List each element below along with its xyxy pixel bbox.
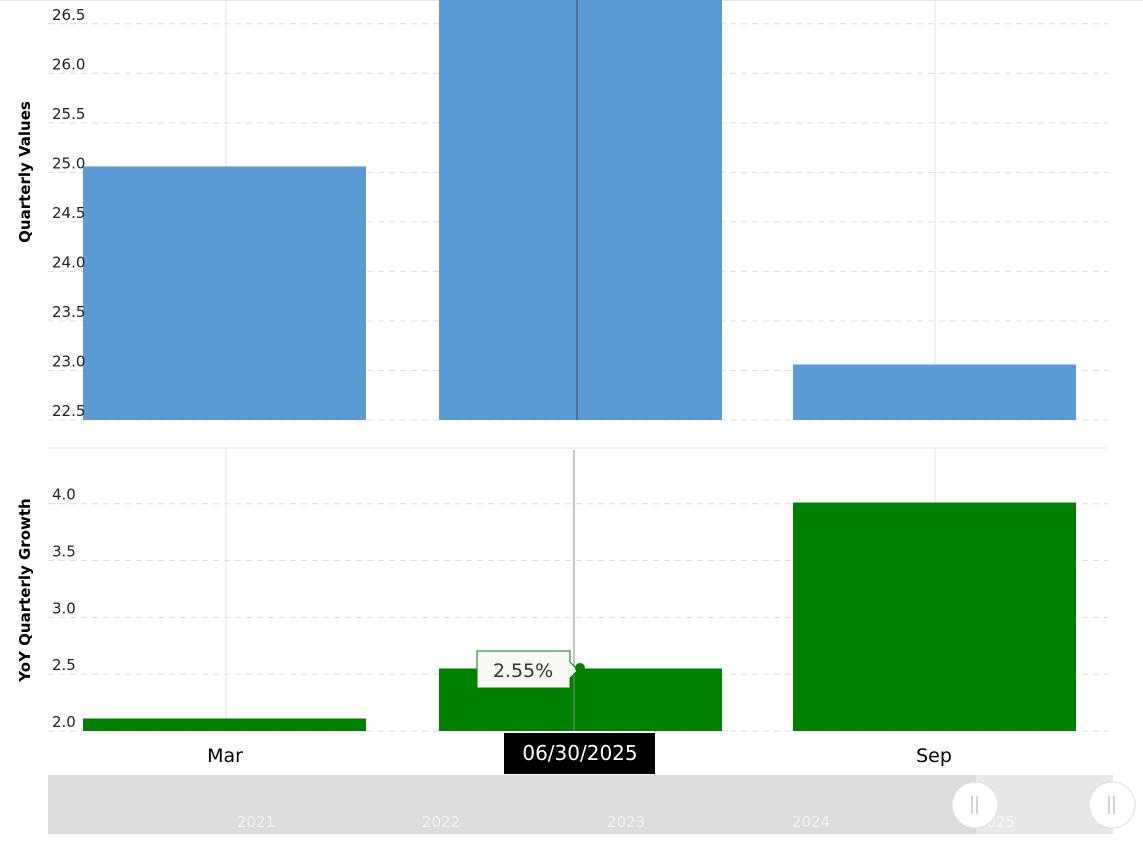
y-tick-label: 24.0 xyxy=(52,253,85,271)
bar-Sep[interactable] xyxy=(793,502,1076,731)
y-tick-label: 4.0 xyxy=(52,486,76,504)
crosshair-label-box xyxy=(504,733,655,774)
x-tick-label: Sep xyxy=(916,745,952,767)
tooltip: 2.55% xyxy=(476,650,585,689)
bottom-y-axis-label: YoY Quarterly Growth xyxy=(16,498,34,682)
y-tick-label: 23.5 xyxy=(52,303,85,321)
navigator-handle-right[interactable] xyxy=(1088,781,1136,829)
y-tick-label: 2.0 xyxy=(52,713,76,731)
y-tick-label: 23.0 xyxy=(52,352,85,370)
bar-Sep[interactable] xyxy=(793,364,1076,420)
navigator-year: 2024 xyxy=(792,813,830,831)
y-tick-label: 2.5 xyxy=(52,656,76,674)
y-tick-label: 25.0 xyxy=(52,154,85,172)
bar-Mar[interactable] xyxy=(83,166,366,420)
crosshair-label: 06/30/2025 xyxy=(522,741,637,765)
y-tick-label: 3.5 xyxy=(52,543,76,561)
y-tick-label: 25.5 xyxy=(52,105,85,123)
point-marker xyxy=(575,663,585,673)
y-tick-label: 26.5 xyxy=(52,6,85,24)
bar-Mar[interactable] xyxy=(83,718,366,731)
tooltip-text: 2.55% xyxy=(493,660,553,682)
y-tick-label: 22.5 xyxy=(52,402,85,420)
top-y-axis-label: Quarterly Values xyxy=(16,101,34,243)
y-tick-label: 24.5 xyxy=(52,204,85,222)
navigator[interactable]: 2021 2022 2023 2024 2025 xyxy=(48,775,1136,834)
navigator-year: 2022 xyxy=(422,813,460,831)
navigator-track[interactable] xyxy=(48,775,1113,834)
navigator-year: 2023 xyxy=(607,813,645,831)
x-tick-label: Mar xyxy=(207,745,243,767)
bar-06302025[interactable] xyxy=(439,0,722,420)
navigator-handle-left[interactable] xyxy=(951,781,999,829)
y-tick-label: 26.0 xyxy=(52,55,85,73)
navigator-year: 2021 xyxy=(237,813,275,831)
y-tick-label: 3.0 xyxy=(52,599,76,617)
